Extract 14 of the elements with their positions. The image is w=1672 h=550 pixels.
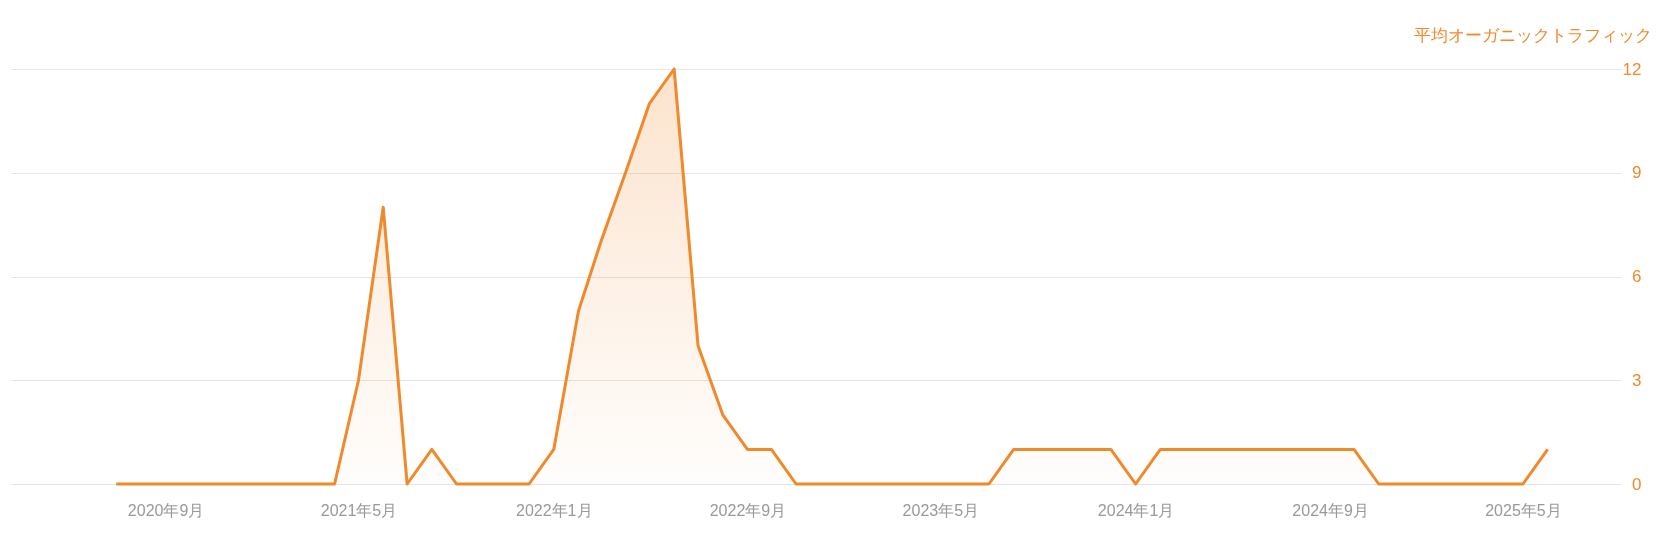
x-tick-label: 2025年5月 [1485,501,1562,519]
x-tick-label: 2020年9月 [127,501,205,519]
x-tick-label: 2022年9月 [709,501,787,519]
y-tick-label: 0 [1632,474,1642,494]
x-tick-label: 2024年9月 [1292,501,1369,519]
y-axis-title: 平均オーガニックトラフィック [1413,25,1652,45]
y-tick-label: 6 [1632,267,1642,286]
x-tick-label: 2023年5月 [902,501,980,519]
x-tick-label: 2022年1月 [516,501,593,519]
y-tick-label: 3 [1632,370,1642,390]
y-tick-label: 9 [1632,163,1642,183]
x-tick-label: 2024年1月 [1097,501,1175,519]
x-tick-label: 2021年5月 [320,501,398,519]
y-tick-label: 12 [1622,59,1642,79]
